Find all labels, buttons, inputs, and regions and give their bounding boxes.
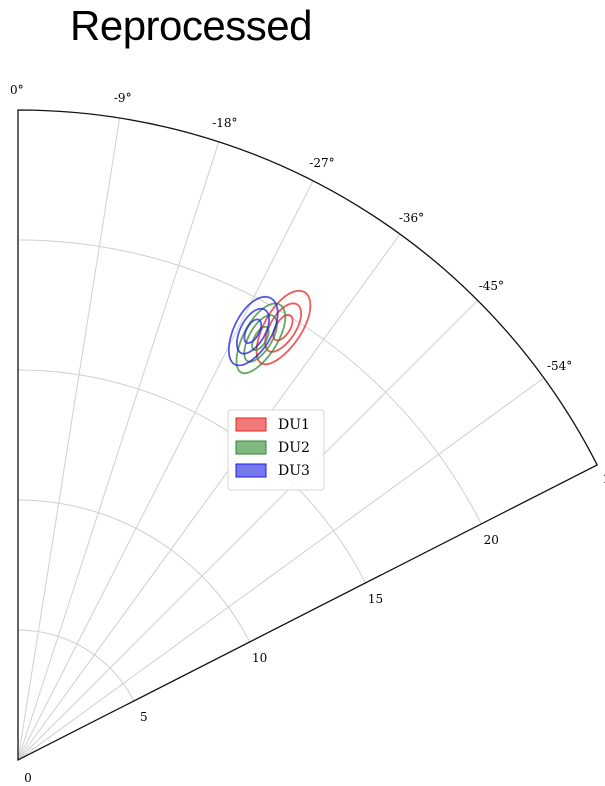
angle-tick-label: -9°	[114, 91, 132, 105]
radial-tick-label: 25	[604, 472, 605, 486]
legend-swatch-du2	[235, 440, 267, 455]
angle-tick-label: -45°	[479, 279, 504, 293]
legend-label-du3: DU3	[278, 463, 310, 479]
contour-du3	[236, 307, 270, 355]
radial-gridline	[17, 239, 482, 525]
frame-layer	[17, 109, 599, 762]
angular-gridline	[17, 141, 220, 761]
radial-tick-label: 0	[24, 771, 32, 785]
legend-swatch-du3	[235, 463, 267, 478]
radial-gridline	[17, 499, 251, 643]
radial-tick-label: 10	[252, 651, 267, 665]
angular-gridline	[17, 233, 401, 761]
angular-gridline	[17, 300, 478, 761]
contour-du1	[272, 314, 294, 342]
radial-tick-label: 5	[140, 710, 148, 724]
angular-gridline	[17, 377, 545, 761]
angle-tick-label: -36°	[399, 211, 424, 225]
series-du3	[227, 295, 279, 367]
angle-tick-label: 0°	[10, 83, 24, 97]
polar-frame	[17, 109, 599, 762]
legend-swatch-du1	[235, 417, 267, 432]
contours-layer	[227, 289, 312, 375]
legend: DU1 DU2 DU3	[227, 409, 325, 491]
page-title: Reprocessed	[70, 2, 312, 49]
radial-gridline	[17, 629, 135, 702]
grid-layer	[17, 117, 545, 761]
angle-tick-label: -27°	[309, 156, 334, 170]
radial-tick-label: 20	[484, 533, 499, 547]
ticks-layer: 0° -9° -18° -27° -36° -45° -54° 0 5 10 15 20 25	[10, 83, 605, 785]
angular-gridline	[17, 117, 121, 761]
angular-gridline	[17, 180, 314, 761]
contour-du3	[243, 318, 263, 344]
contour-du3	[227, 295, 279, 367]
legend-label-du2: DU2	[278, 440, 310, 456]
contour-du2	[243, 314, 278, 363]
contour-du2	[235, 302, 287, 375]
radial-gridline	[17, 369, 366, 584]
angle-tick-label: -18°	[212, 116, 237, 130]
legend-label-du1: DU1	[278, 417, 310, 433]
angle-tick-label: -54°	[547, 359, 572, 373]
radial-tick-label: 15	[368, 592, 383, 606]
contour-du1	[264, 302, 303, 353]
